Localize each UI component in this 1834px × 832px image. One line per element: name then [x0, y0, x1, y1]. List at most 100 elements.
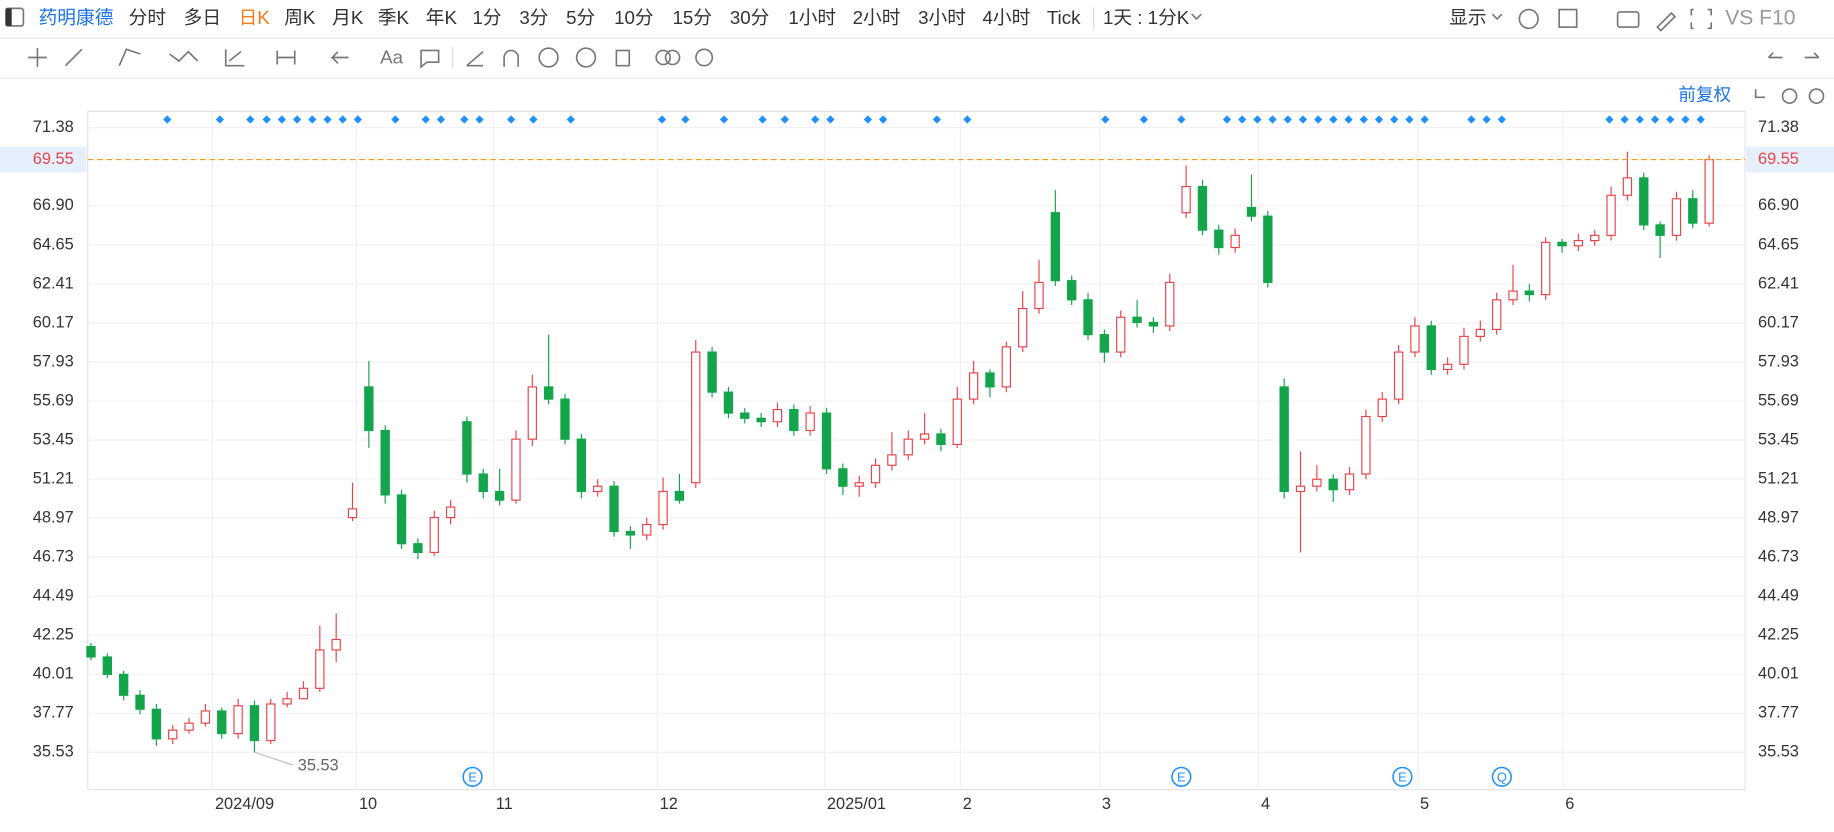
event-marker[interactable] [1482, 115, 1491, 124]
event-marker[interactable] [1374, 115, 1384, 124]
period-tab[interactable]: 季K [378, 7, 410, 28]
period-tab[interactable]: 30分 [730, 7, 770, 28]
camera-icon[interactable] [1616, 11, 1640, 28]
candle-body [1165, 281, 1175, 327]
undo[interactable] [1767, 52, 1783, 59]
event-marker[interactable] [421, 115, 430, 124]
interval-select[interactable]: 1天 : 1分K [1103, 7, 1190, 28]
event-marker[interactable] [1497, 115, 1506, 124]
event-marker[interactable] [338, 115, 347, 124]
redo[interactable] [1804, 52, 1820, 59]
compare-tool[interactable] [655, 49, 672, 66]
period-tab[interactable]: 3分 [519, 7, 548, 28]
event-marker[interactable] [1420, 115, 1429, 124]
event-marker[interactable] [353, 115, 363, 124]
event-marker[interactable] [657, 115, 667, 124]
event-marker[interactable] [1268, 115, 1277, 124]
layout-icon[interactable] [1558, 8, 1578, 28]
candle-body [1426, 325, 1436, 371]
stock-name[interactable]: 药明康德 [39, 7, 114, 28]
event-icon[interactable] [462, 766, 483, 787]
f10-button[interactable]: F10 [1759, 6, 1795, 29]
period-tab[interactable]: 年K [426, 7, 458, 28]
event-marker[interactable] [932, 115, 942, 124]
display-button[interactable]: 显示 [1449, 7, 1486, 28]
y-tick-label: 35.53 [33, 743, 74, 761]
settings-icon[interactable] [1518, 8, 1539, 30]
candle-body [1067, 280, 1077, 301]
event-marker[interactable] [826, 115, 835, 124]
compare-tool[interactable] [664, 49, 681, 66]
adjust-mode[interactable]: 前复权 [1678, 85, 1731, 105]
period-tab[interactable]: 10分 [614, 7, 654, 28]
event-marker[interactable] [1359, 115, 1368, 124]
event-marker[interactable] [308, 115, 317, 124]
event-marker[interactable] [529, 115, 538, 124]
period-tab[interactable]: 月K [332, 7, 364, 28]
event-marker[interactable] [1253, 115, 1262, 124]
period-tab[interactable]: 周K [284, 7, 316, 28]
event-marker[interactable] [758, 115, 767, 124]
event-marker[interactable] [1314, 115, 1323, 124]
candle-body [249, 705, 260, 742]
candle-body [1524, 290, 1535, 296]
note-tool[interactable] [420, 49, 440, 69]
candle-body [184, 722, 194, 731]
period-tab[interactable]: 1分 [473, 7, 502, 28]
candle-body [445, 506, 456, 519]
fib-tool[interactable] [224, 49, 245, 67]
drawing-settings[interactable] [695, 48, 714, 67]
event-icon[interactable] [1171, 766, 1192, 787]
event-marker[interactable] [963, 115, 972, 124]
measure-tool[interactable] [276, 50, 296, 65]
period-tab[interactable]: 15分 [673, 7, 713, 28]
event-marker[interactable] [681, 115, 690, 124]
period-tab[interactable]: 5分 [566, 7, 595, 28]
reset-view[interactable] [1754, 89, 1765, 99]
event-marker[interactable] [1620, 115, 1629, 124]
event-marker[interactable] [878, 115, 888, 124]
event-marker[interactable] [1101, 115, 1110, 124]
event-icon[interactable] [1491, 766, 1512, 787]
period-tab[interactable]: Tick [1047, 7, 1081, 28]
event-marker[interactable] [780, 115, 789, 124]
candle-body [805, 412, 815, 432]
candle-body [233, 705, 243, 735]
event-marker[interactable] [1666, 115, 1675, 124]
delete-tool[interactable] [615, 49, 631, 67]
event-marker[interactable] [863, 115, 873, 124]
last-price-box [0, 146, 87, 173]
vs-button[interactable]: VS [1725, 6, 1753, 29]
event-marker[interactable] [811, 115, 820, 124]
zoom-out[interactable] [1781, 88, 1798, 104]
wave-tool[interactable] [169, 50, 199, 63]
period-tab[interactable]: 分时 [129, 7, 166, 28]
move-tool[interactable] [28, 48, 47, 67]
hide-tool[interactable] [575, 47, 597, 68]
line-tool[interactable] [64, 48, 83, 67]
channel-tool[interactable] [118, 48, 141, 67]
period-tab[interactable]: 4小时 [983, 7, 1031, 28]
period-tab[interactable]: 1小时 [788, 7, 836, 28]
event-icon[interactable] [1392, 766, 1413, 787]
zoom-in[interactable] [1808, 88, 1825, 104]
angle-tool[interactable] [466, 51, 484, 67]
event-marker[interactable] [1605, 115, 1614, 124]
text-tool[interactable]: Aa [380, 47, 403, 68]
event-marker[interactable] [391, 115, 400, 124]
event-marker[interactable] [719, 115, 729, 124]
event-marker[interactable] [460, 115, 469, 124]
candle-body [952, 398, 962, 445]
event-marker[interactable] [323, 115, 332, 124]
fullscreen-icon[interactable] [1690, 8, 1713, 30]
lock-tool[interactable] [538, 47, 559, 68]
event-marker[interactable] [436, 115, 446, 124]
magnet-tool[interactable] [503, 49, 519, 67]
pen-icon[interactable] [1656, 11, 1677, 32]
period-tab[interactable]: 多日 [184, 7, 221, 28]
y-tick-label: 57.93 [33, 352, 74, 370]
arrow-tool[interactable] [330, 51, 349, 64]
period-tab[interactable]: 日K [239, 7, 271, 28]
period-tab[interactable]: 3小时 [918, 7, 966, 28]
period-tab[interactable]: 2小时 [853, 7, 901, 28]
